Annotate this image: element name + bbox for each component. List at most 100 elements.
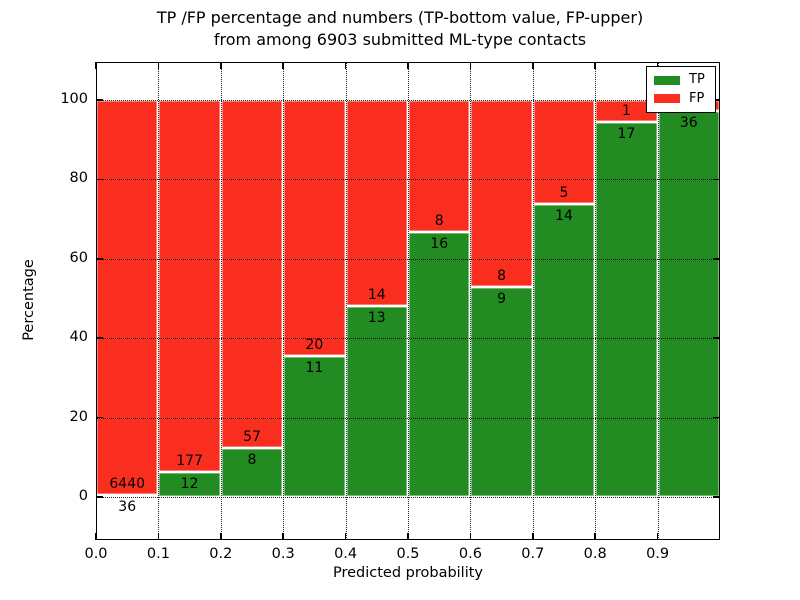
x-tick-mark (656, 533, 659, 540)
legend-label-fp: FP (689, 90, 705, 106)
x-tick-mark (594, 533, 596, 540)
gridline-vertical (470, 62, 472, 540)
x-tick-label: 0.2 (209, 546, 233, 562)
x-tick-mark (157, 533, 160, 540)
bar-segment-tp (657, 110, 720, 497)
gridline-vertical (408, 62, 409, 540)
bar-segment-fp (220, 100, 284, 449)
x-tick-mark (407, 62, 409, 69)
x-tick-mark (344, 533, 347, 540)
y-tick-mark (713, 258, 720, 260)
x-tick-mark (656, 62, 659, 69)
y-tick-mark (96, 178, 103, 181)
tp-count-label: 16 (430, 236, 449, 253)
y-tick-mark (713, 99, 720, 101)
fp-count-label: 177 (176, 452, 203, 469)
bar-segment-tp (345, 305, 408, 497)
bar-segment-tp (408, 232, 471, 497)
fp-count-label: 14 (367, 286, 386, 303)
bar-segment-fp (283, 100, 346, 357)
gridline-vertical (220, 62, 222, 540)
legend-label-tp: TP (689, 72, 705, 88)
x-tick-label: 0.4 (334, 546, 358, 562)
bar-segment-tp (158, 471, 221, 497)
x-axis-label: Predicted probability (332, 565, 484, 581)
tp-count-label: 13 (367, 309, 386, 326)
tp-count-label: 8 (247, 452, 257, 469)
tp-count-label: 36 (118, 498, 137, 515)
chart-title-line1: TP /FP percentage and numbers (TP-bottom… (156, 8, 644, 27)
y-tick-mark (96, 496, 103, 498)
x-tick-mark (532, 62, 534, 69)
y-tick-label: 20 (69, 408, 88, 425)
bar-segment-tp (532, 204, 596, 497)
x-tick-label: 0.8 (583, 546, 607, 562)
x-tick-label: 0.9 (646, 546, 670, 562)
bar-segment-tp (595, 122, 658, 497)
fp-count-label: 57 (243, 429, 261, 446)
fp-count-label: 8 (497, 267, 507, 284)
y-tick-mark (713, 416, 720, 419)
gridline-vertical (345, 62, 347, 540)
x-tick-label: 0.6 (458, 546, 482, 562)
gridline-vertical (657, 62, 659, 540)
fp-count-label: 20 (305, 337, 324, 354)
y-tick-mark (96, 99, 103, 101)
x-tick-mark (95, 533, 97, 540)
legend-entry-fp: FP (654, 90, 708, 106)
y-tick-mark (713, 337, 720, 339)
x-tick-mark (469, 62, 472, 69)
gridline-vertical (595, 62, 597, 540)
fp-count-label: 1 (621, 103, 631, 120)
x-tick-label: 0.7 (521, 546, 545, 562)
tp-swatch-icon (654, 75, 680, 85)
y-tick-label: 40 (69, 329, 88, 346)
tp-count-label: 36 (679, 114, 698, 131)
x-tick-mark (344, 62, 347, 69)
fp-count-label: 6440 (109, 475, 146, 492)
x-tick-label: 0.0 (84, 546, 108, 562)
y-tick-mark (713, 496, 720, 498)
gridline-vertical (158, 62, 160, 540)
bar-segment-fp (158, 100, 221, 472)
plot-area: 644036177125782011141381689514117136 (95, 62, 720, 540)
x-tick-label: 0.5 (396, 546, 420, 562)
x-tick-mark (282, 62, 284, 69)
x-tick-mark (594, 62, 596, 69)
tp-count-label: 12 (180, 475, 199, 492)
tp-count-label: 17 (617, 126, 636, 143)
gridline-vertical (283, 62, 285, 540)
y-axis-label: Percentage (21, 259, 37, 341)
x-tick-label: 0.1 (146, 546, 170, 562)
tp-count-label: 14 (555, 208, 573, 225)
bar-segment-tp (283, 356, 346, 497)
bar-segment-fp (595, 100, 658, 123)
y-tick-label: 100 (60, 91, 88, 107)
gridline-vertical (532, 62, 534, 540)
y-tick-label: 0 (78, 488, 88, 504)
bar-segment-tp (96, 494, 159, 497)
tp-count-label: 11 (305, 360, 324, 377)
legend: TP FP (646, 66, 716, 113)
y-tick-mark (713, 178, 720, 181)
x-tick-mark (220, 533, 222, 540)
x-tick-mark (157, 62, 160, 69)
bar-segment-fp (532, 100, 596, 205)
x-tick-mark (469, 533, 472, 540)
bar-segment-tp (220, 448, 284, 497)
x-tick-label: 0.3 (271, 546, 295, 562)
y-tick-label: 60 (69, 249, 88, 266)
x-tick-mark (95, 62, 97, 69)
y-tick-mark (96, 337, 103, 339)
fp-swatch-icon (654, 94, 680, 104)
chart-title: TP /FP percentage and numbers (TP-bottom… (0, 7, 800, 51)
legend-entry-tp: TP (654, 73, 708, 87)
x-tick-mark (220, 62, 222, 69)
bar-segment-fp (96, 100, 159, 495)
x-tick-mark (532, 533, 534, 540)
bar-segment-tp (470, 286, 533, 497)
bar-segment-fp (408, 100, 471, 233)
bar-segment-fp (470, 100, 533, 287)
y-tick-label: 80 (69, 170, 88, 187)
